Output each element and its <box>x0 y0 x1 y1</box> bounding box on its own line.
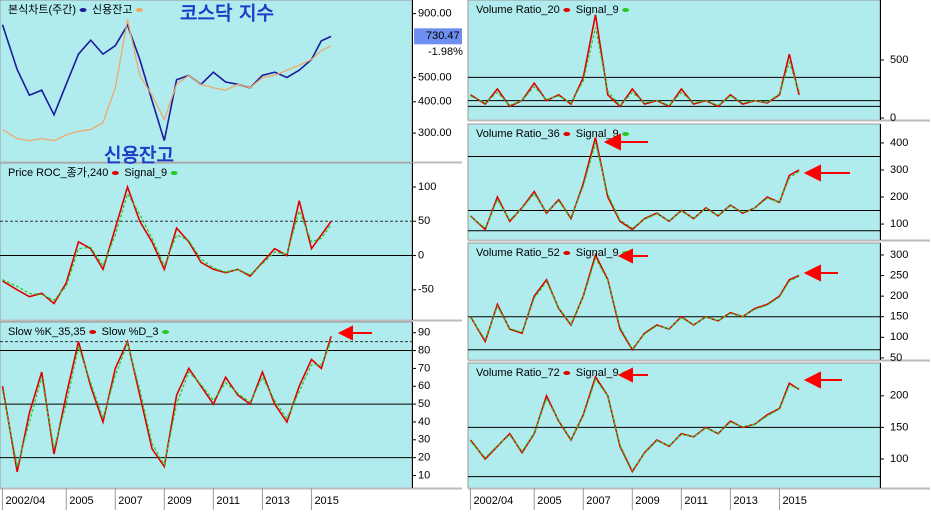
legend-label: Signal_9 <box>576 247 619 259</box>
series-line <box>1 341 332 467</box>
legend-label: Volume Ratio_52 <box>476 247 560 259</box>
legend-marker <box>162 330 170 334</box>
panel-bg <box>0 321 413 489</box>
y-tick-label: 70 <box>418 362 430 374</box>
series-line <box>1 23 332 141</box>
y-tick-label: 250 <box>890 269 908 281</box>
series-line <box>470 378 800 472</box>
series-line <box>470 256 800 350</box>
y-tick-label: 300.00 <box>418 127 452 139</box>
x-tick-label: 2011 <box>684 495 708 507</box>
series-line <box>469 252 800 352</box>
y-tick-label: 50 <box>418 215 430 227</box>
legend-label: Signal_9 <box>576 128 619 140</box>
x-tick-label: 2013 <box>265 495 289 507</box>
y-tick-label: 400 <box>890 137 908 149</box>
x-tick-label: 2009 <box>635 495 659 507</box>
panel-bg <box>467 0 881 121</box>
y-tick-label: -50 <box>418 284 434 296</box>
y-tick-label: 150 <box>890 421 908 433</box>
legend-label: Signal_9 <box>576 367 619 379</box>
y-tick-label: 900.00 <box>418 8 452 20</box>
panel-bg <box>0 162 413 321</box>
x-tick-label: 2009 <box>167 495 191 507</box>
series-line <box>2 19 332 142</box>
last-value-label: 730.47 <box>426 30 460 42</box>
legend-label: Signal_9 <box>576 4 619 16</box>
legend-marker <box>563 251 571 255</box>
legend-marker <box>79 8 87 12</box>
y-tick-label: 90 <box>418 327 430 339</box>
x-tick-label: 2007 <box>586 495 610 507</box>
y-tick-label: 20 <box>418 452 430 464</box>
series-line <box>470 140 800 230</box>
y-tick-label: 40 <box>418 416 430 428</box>
y-tick-label: 400.00 <box>418 96 452 108</box>
legend-marker <box>170 171 178 175</box>
x-tick-label: 2011 <box>216 495 240 507</box>
panel-bg <box>467 242 881 361</box>
y-tick-label: 100 <box>890 218 908 230</box>
arrows <box>337 133 850 389</box>
y-tick-label: 200 <box>890 390 908 402</box>
y-tick-label: 0 <box>418 249 424 261</box>
y-tick-label: 30 <box>418 434 430 446</box>
y-tick-label: 200 <box>890 191 908 203</box>
x-tick-label: 2015 <box>314 495 338 507</box>
y-tick-label: 500.00 <box>418 71 452 83</box>
legend-marker <box>111 171 119 175</box>
legend-label: Signal_9 <box>124 167 167 179</box>
annotation: 신용잔고 <box>104 145 174 167</box>
legend-marker <box>622 8 630 12</box>
change-label: -1.98% <box>428 46 463 58</box>
y-tick-label: 10 <box>418 469 430 481</box>
series-line <box>470 27 800 107</box>
x-tick-label: 2013 <box>733 495 757 507</box>
x-tick-label: 2005 <box>69 495 93 507</box>
y-tick-label: 50 <box>890 352 902 364</box>
y-tick-label: 50 <box>418 398 430 410</box>
y-tick-label: 200 <box>890 290 908 302</box>
y-tick-label: 150 <box>890 311 908 323</box>
legend-label: 신용잔고 <box>92 3 132 16</box>
y-tick-label: 80 <box>418 344 430 356</box>
series-line <box>2 192 332 301</box>
x-tick-label: 2005 <box>537 495 561 507</box>
legend-label: Price ROC_종가,240 <box>8 166 108 179</box>
x-tick-label: 2002/04 <box>473 495 513 507</box>
panel-bg <box>467 123 881 241</box>
y-tick-label: 60 <box>418 380 430 392</box>
y-tick-label: 300 <box>890 249 908 261</box>
y-tick-label: 100 <box>418 181 436 193</box>
x-tick-label: 2015 <box>782 495 806 507</box>
legend-label: Slow %K_35,35 <box>8 326 86 338</box>
legend-label: 본식차트(주간) <box>8 3 76 16</box>
legend-marker <box>563 8 571 12</box>
legend-marker <box>563 371 571 375</box>
legend-marker <box>136 8 144 12</box>
legend-marker <box>89 330 97 334</box>
y-tick-label: 100 <box>890 331 908 343</box>
annotation: 코스닥 지수 <box>180 3 274 25</box>
series-line <box>1 336 332 473</box>
panel-bg <box>0 0 413 163</box>
legend-marker <box>622 132 630 136</box>
y-tick-label: 0 <box>890 112 896 124</box>
x-tick-label: 2007 <box>118 495 142 507</box>
legend-label: Slow %D_3 <box>102 326 159 338</box>
y-tick-label: 100 <box>890 453 908 465</box>
legend-label: Volume Ratio_36 <box>476 128 560 140</box>
last-value-box <box>414 28 462 45</box>
series-line <box>470 14 800 108</box>
y-tick-label: 500 <box>890 54 908 66</box>
legend-marker <box>563 132 571 136</box>
y-tick-label: 300 <box>890 164 908 176</box>
legend-label: Volume Ratio_72 <box>476 367 560 379</box>
x-tick-label: 2002/04 <box>5 495 45 507</box>
legend-label: Volume Ratio_20 <box>476 4 560 16</box>
